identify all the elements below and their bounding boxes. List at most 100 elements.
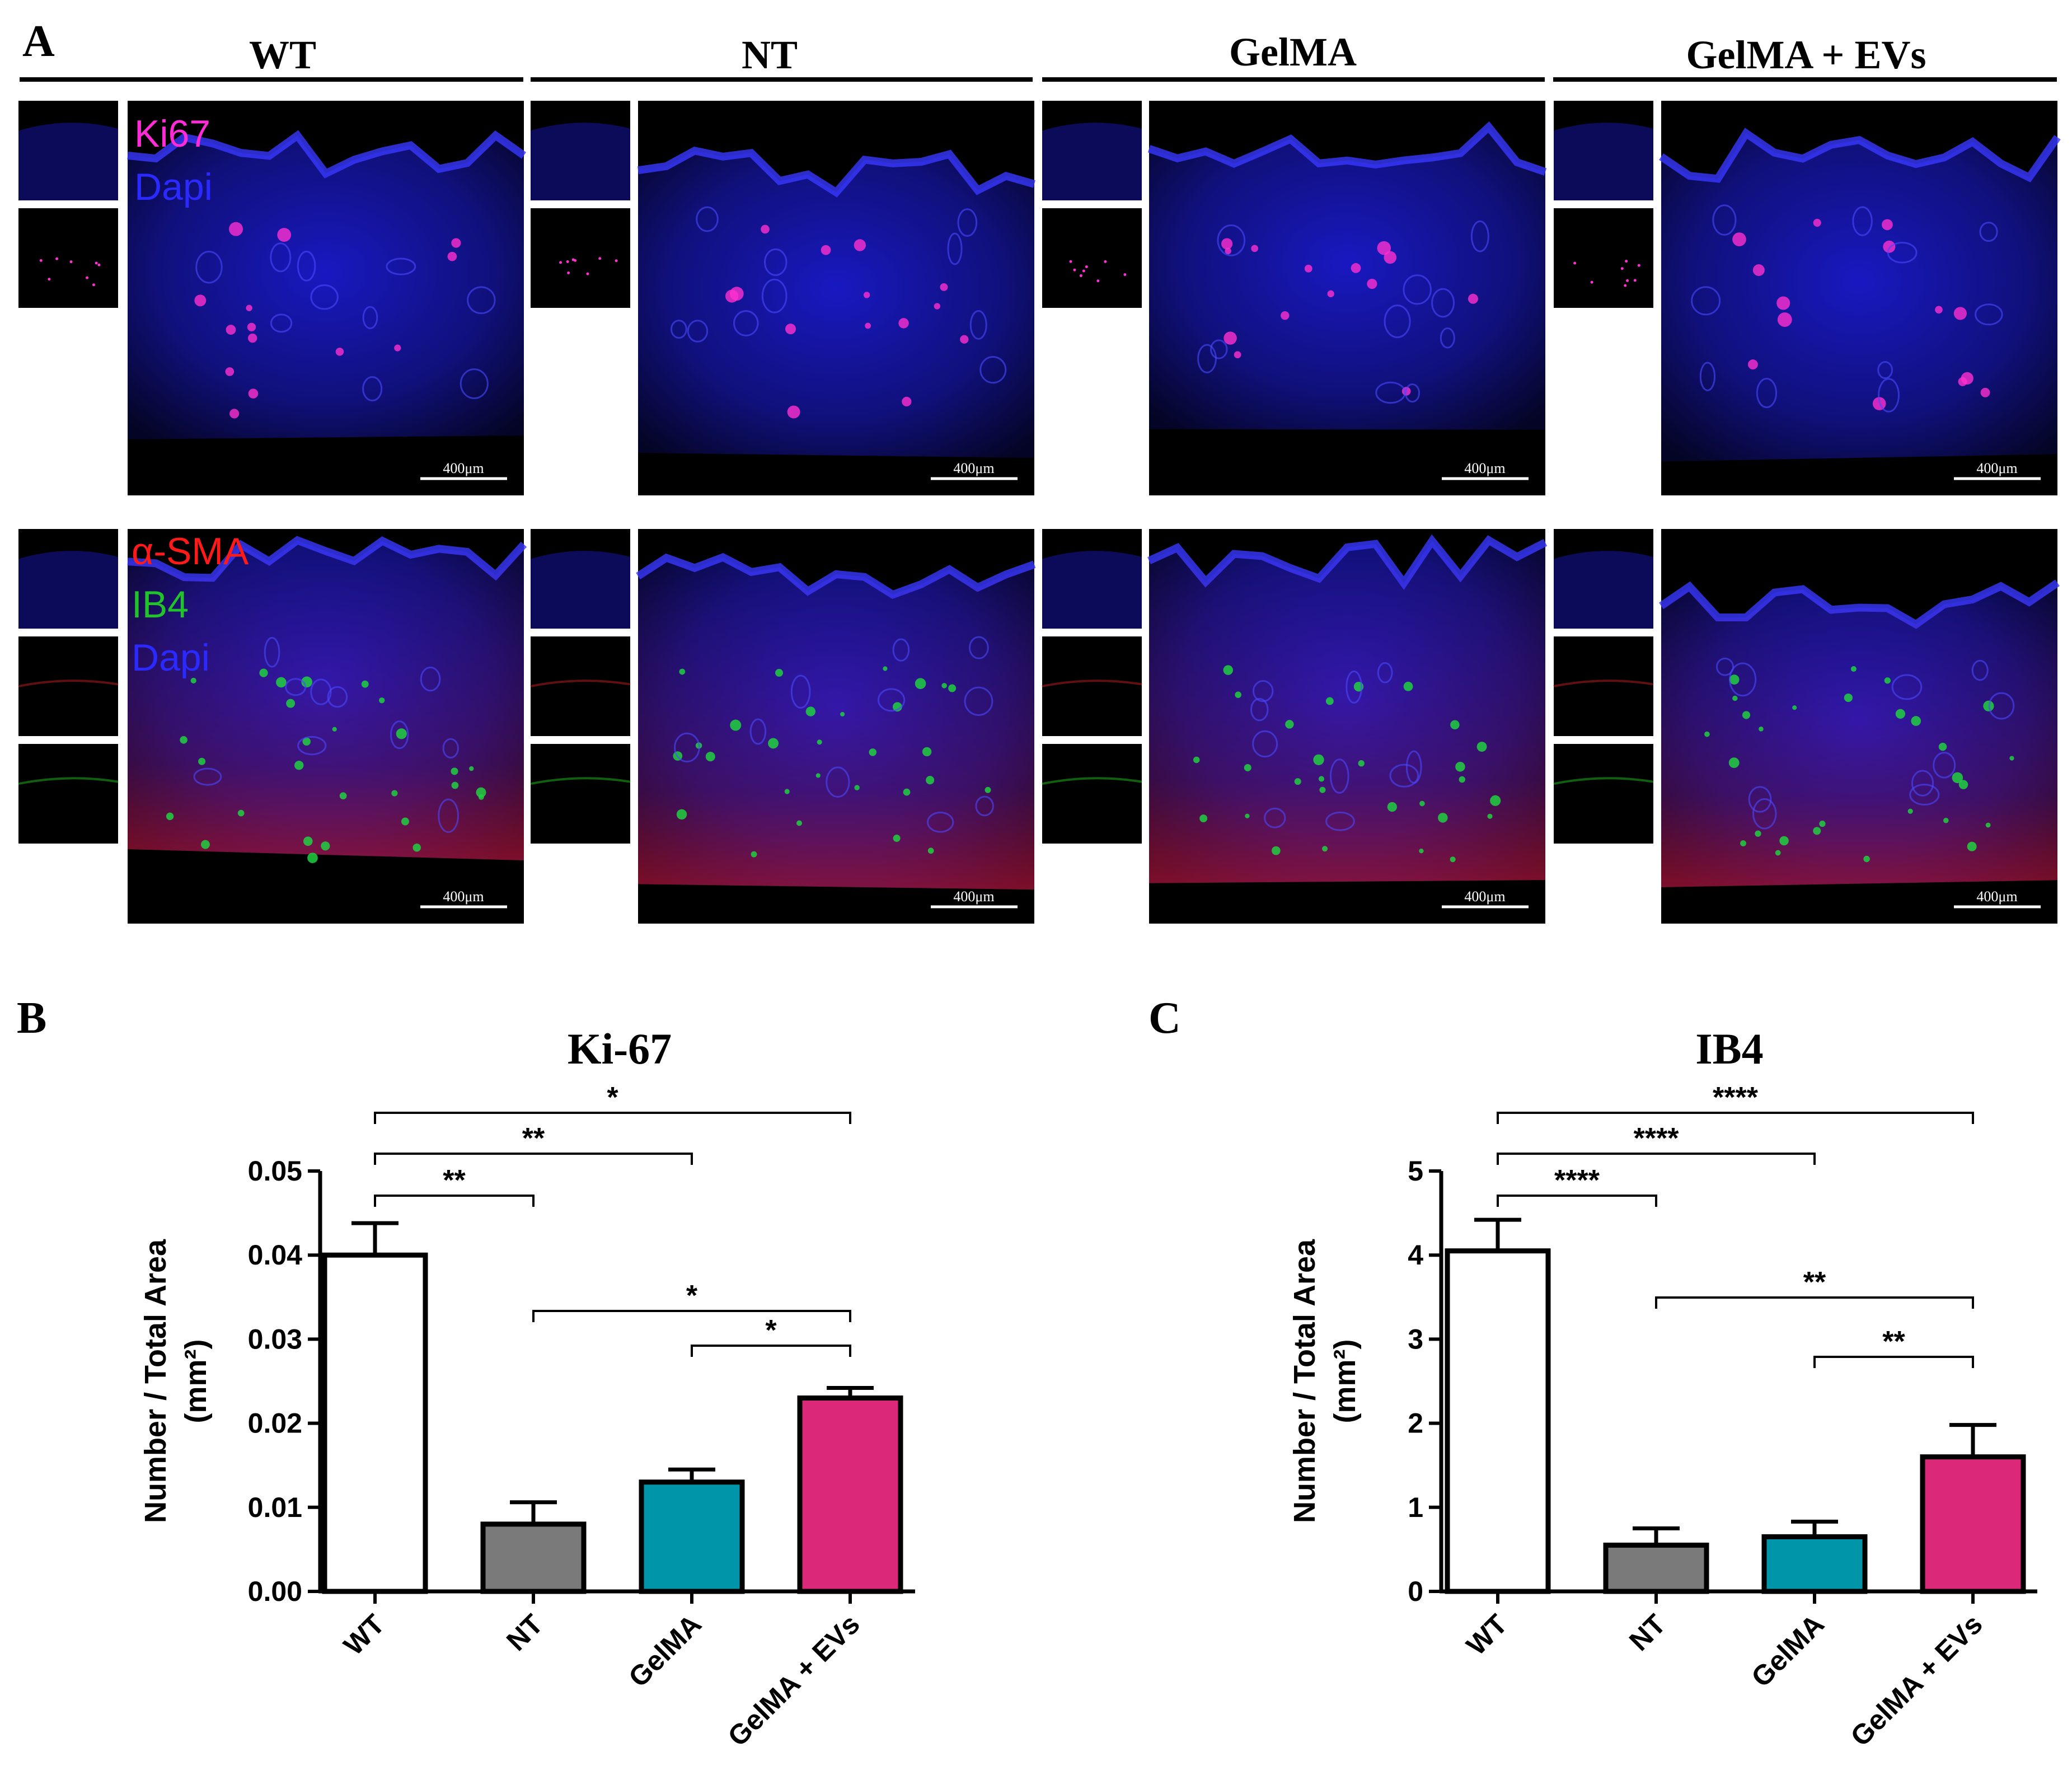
thumbnail-ki67-spot: [1620, 267, 1624, 270]
follicle: [1699, 362, 1716, 391]
follicle: [270, 313, 293, 333]
follicle: [892, 638, 910, 662]
follicle: [1384, 305, 1411, 339]
micrograph-sma-wt: 400μm: [18, 529, 527, 924]
ki67-spot: [229, 409, 240, 419]
follicle: [1440, 327, 1455, 349]
ki67-spot: [1351, 263, 1361, 273]
follicle: [1250, 697, 1269, 722]
ib4-spot: [1455, 761, 1465, 772]
ib4-spot: [307, 853, 318, 863]
ib4-spot: [1487, 813, 1493, 819]
ib4-spot: [1884, 677, 1891, 684]
x-tick-label: GelMA: [1745, 1608, 1830, 1693]
ib4-spot: [1285, 720, 1294, 729]
ib4-spot: [679, 668, 686, 675]
follicle: [1252, 730, 1278, 758]
thumbnail-ki67-spot: [1590, 280, 1593, 284]
y-tick-label: 0.00: [248, 1576, 302, 1607]
thumbnail-bg: [18, 636, 118, 736]
follicle: [696, 206, 719, 232]
follicle: [749, 718, 767, 745]
legend-label: Dapi: [132, 636, 210, 679]
ib4-spot: [941, 683, 947, 689]
follicle: [1909, 784, 1940, 806]
ib4-spot: [1895, 709, 1906, 719]
y-axis-label: Number / Total Area: [139, 1239, 172, 1523]
scale-bar-label: 400μm: [1464, 888, 1505, 905]
ib4-spot: [396, 728, 407, 739]
ki67-spot: [1234, 351, 1241, 359]
ki67-spot: [1777, 312, 1792, 327]
ib4-spot: [301, 676, 312, 688]
follicle: [1715, 657, 1735, 676]
ib4-spot: [1193, 756, 1200, 764]
legend-label: Dapi: [134, 166, 213, 208]
follicle: [1756, 378, 1778, 409]
thumbnail-dapi: [1042, 123, 1142, 200]
y-tick-label: 0.04: [248, 1239, 303, 1271]
ki67-spot: [1221, 238, 1233, 250]
ki67-spot: [761, 224, 770, 234]
follicle: [362, 376, 383, 402]
ki67-spot: [277, 228, 292, 242]
thumbnail-bg: [1042, 636, 1142, 736]
ki67-spot: [226, 325, 236, 335]
thumbnail-sma: [530, 680, 631, 687]
follicle: [390, 720, 409, 750]
micrograph-sma-gelma: 400μm: [1042, 529, 1548, 924]
ib4-spot: [705, 752, 715, 762]
ki67-spot: [1367, 278, 1377, 289]
thumbnail-dapi: [531, 551, 630, 629]
chart-ki67: Ki-67 0.00 0.01 0.02 0.03 0.04 0.05 Number / To…: [139, 1024, 915, 1753]
thumbnail-ki67-spot: [1069, 260, 1072, 263]
ki67-spot: [246, 305, 252, 311]
significance-bracket: [1813, 1356, 1974, 1368]
ib4-spot: [1985, 822, 1991, 828]
epidermis-edge: [636, 552, 1036, 600]
follicle: [1329, 758, 1349, 794]
tissue-region: [1661, 133, 2057, 462]
follicle: [1887, 241, 1918, 264]
ki67-spot: [229, 222, 243, 236]
follicle: [1748, 786, 1772, 813]
epidermis-edge: [1147, 121, 1547, 176]
ib4-spot: [1938, 742, 1947, 751]
ib4-spot: [379, 697, 385, 704]
ki67-spot: [247, 333, 257, 343]
ki67-spot: [451, 238, 461, 248]
thumbnail-ki67-spot: [1082, 269, 1085, 273]
thumbnail-bg: [18, 208, 118, 308]
ki67-spot: [1776, 296, 1790, 310]
thumbnail-ki67-spot: [48, 278, 51, 281]
follicle: [1377, 662, 1393, 683]
ki67-spot: [1813, 218, 1821, 227]
follicle: [927, 811, 954, 833]
thumbnail-ki67-spot: [1573, 261, 1577, 265]
x-tick-label: WT: [1460, 1608, 1513, 1661]
ib4-spot: [276, 677, 287, 688]
ib4-spot: [1450, 856, 1456, 863]
epidermis-edge: [637, 146, 1035, 198]
ib4-spot: [1943, 817, 1949, 823]
ki67-spot: [1953, 307, 1967, 320]
ib4-spot: [476, 787, 486, 798]
follicle: [193, 767, 222, 786]
follicle: [1752, 798, 1777, 830]
ib4-spot: [869, 748, 877, 756]
thumbnail-ki67-spot: [1624, 284, 1627, 287]
ib4-spot: [1732, 695, 1738, 701]
ib4-spot: [1728, 757, 1740, 768]
thumbnail-bg: [1042, 744, 1142, 844]
ki67-spot: [1747, 359, 1758, 370]
follicle: [1975, 303, 2003, 326]
ib4-spot: [840, 711, 845, 716]
follicle: [975, 795, 994, 817]
follicle: [1217, 224, 1246, 256]
follicle: [1878, 378, 1900, 413]
ib4-spot: [1318, 776, 1325, 782]
follicle: [270, 242, 292, 273]
ib4-spot: [1235, 691, 1241, 698]
thumbnail-ki67-spot: [615, 259, 618, 263]
follicle: [297, 250, 316, 282]
